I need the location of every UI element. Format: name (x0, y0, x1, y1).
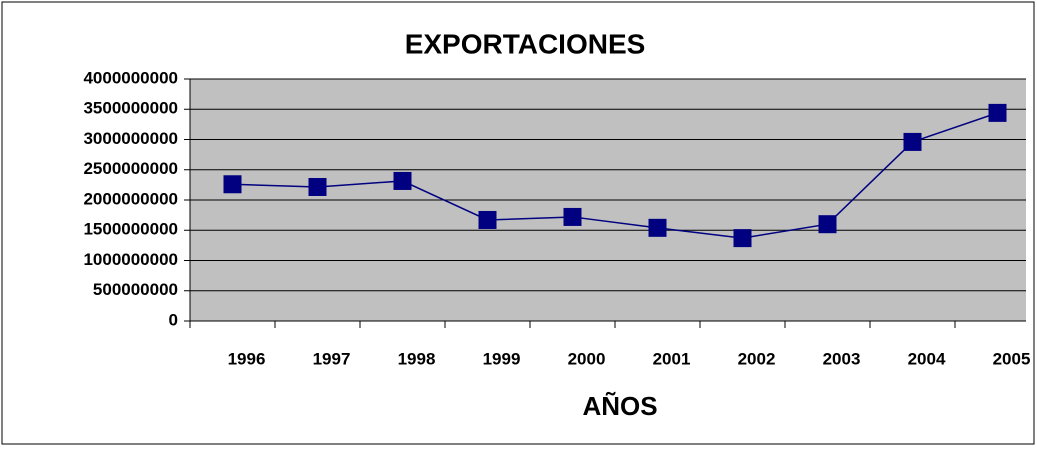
marker (733, 229, 752, 248)
marker (648, 218, 667, 237)
marker (563, 207, 582, 226)
x-axis-title: AÑOS (582, 391, 657, 421)
x-tick-label: 2000 (568, 349, 606, 368)
marker (818, 215, 837, 234)
marker (223, 175, 242, 194)
y-tick-label: 3500000000 (83, 99, 178, 118)
y-tick-label: 3000000000 (83, 129, 178, 148)
y-tick-label: 2000000000 (83, 189, 178, 208)
y-tick-label: 1500000000 (83, 220, 178, 239)
y-tick-label: 1000000000 (83, 250, 178, 269)
y-tick-label: 500000000 (93, 280, 178, 299)
marker (988, 103, 1007, 122)
marker (393, 171, 412, 190)
y-tick-label: 0 (169, 310, 178, 329)
marker (903, 132, 922, 151)
x-tick-label: 2003 (823, 349, 861, 368)
x-tick-label: 1999 (483, 349, 521, 368)
y-tick-label: 4000000000 (83, 68, 178, 87)
x-tick-label: 2004 (908, 349, 946, 368)
x-tick-label: 1997 (313, 349, 351, 368)
x-tick-label: 2001 (653, 349, 691, 368)
x-tick-label: 1996 (228, 349, 266, 368)
x-tick-label: 2002 (738, 349, 776, 368)
x-tick-label: 1998 (398, 349, 436, 368)
marker (308, 177, 327, 196)
x-tick-label: 2005 (993, 349, 1031, 368)
marker (478, 210, 497, 229)
y-tick-label: 2500000000 (83, 159, 178, 178)
chart-title: EXPORTACIONES (405, 28, 646, 59)
line (232, 112, 998, 239)
